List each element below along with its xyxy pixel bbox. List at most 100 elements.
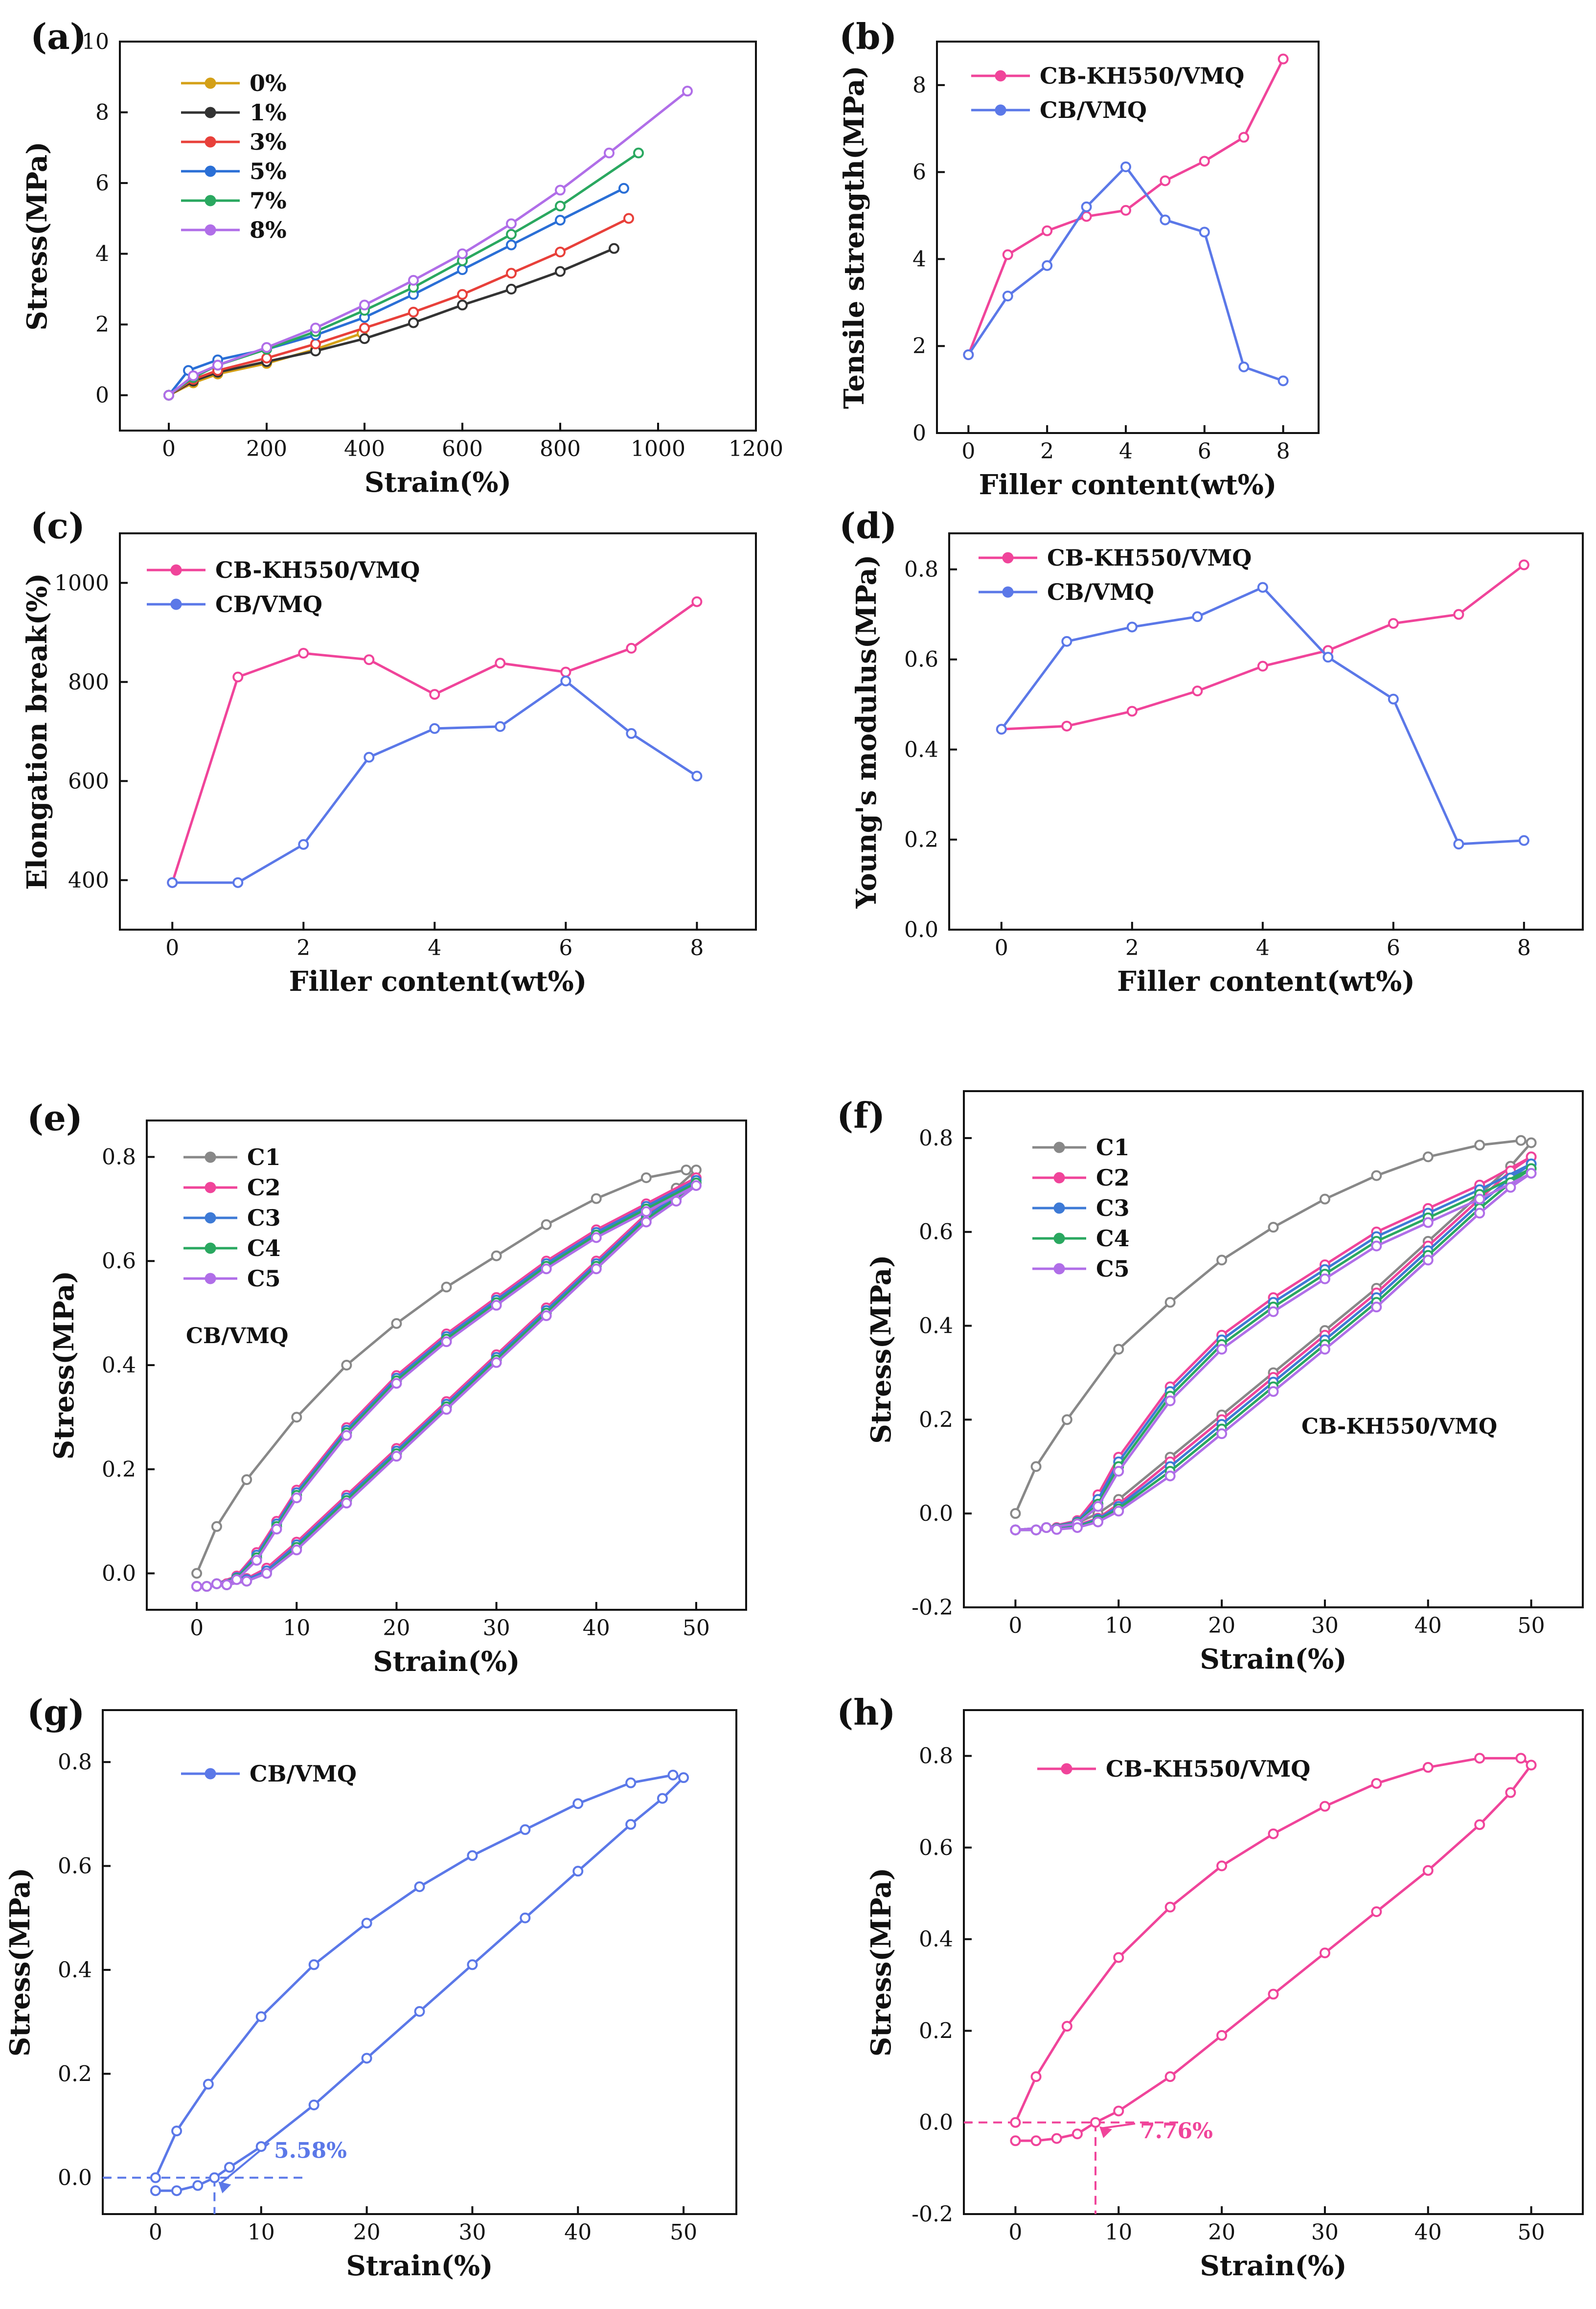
data-point [241,1474,252,1486]
data-point [1164,2071,1176,2082]
legend-label: C5 [247,1265,281,1292]
data-point [261,342,272,353]
data-point [1526,1167,1537,1179]
x-tick-label: 4 [428,936,441,960]
data-point [1051,2133,1062,2144]
plot-frame [146,1120,747,1611]
y-tick-label: 0.4 [919,1927,953,1952]
y-axis-title: Stress(MPa) [21,141,53,330]
data-point [1526,1760,1537,1771]
x-tick-label: 2 [1125,936,1139,960]
data-point [625,1777,637,1788]
legend-marker [205,1273,216,1284]
data-point [1422,1762,1434,1773]
y-tick-label: 6 [95,171,109,196]
legend-marker [205,136,216,148]
legend-label: C5 [1096,1256,1130,1282]
data-point [1277,53,1289,65]
y-tick-label: -0.2 [912,2202,953,2227]
data-point [1216,1255,1228,1266]
data-point [1388,618,1399,629]
data-point [1388,693,1399,705]
data-point [591,1263,602,1275]
y-axis-title: Stress(MPa) [865,1868,897,2057]
data-point [633,147,644,159]
series-line [168,247,615,396]
data-point [560,666,571,678]
data-point [1474,1208,1485,1219]
data-point [1081,201,1092,212]
data-point [308,2100,319,2111]
x-tick-label: 0 [149,2220,162,2245]
panel-a: (a) 0 200 400 600 800 1000 1200 0 2 4 6 8 10 Strain(%)… [21,16,783,499]
data-point [1371,1170,1382,1181]
data-point [1505,1787,1516,1798]
data-point [364,654,375,665]
panel-letter: (d) [839,505,897,547]
data-point [491,1250,502,1261]
x-tick-label: 40 [1414,1613,1442,1638]
y-tick-label: 0.2 [919,1407,953,1432]
data-point [291,1492,302,1504]
x-tick-label: 8 [1517,936,1531,960]
panel-letter: (f) [837,1095,885,1136]
data-point [541,1263,552,1275]
data-point [1453,609,1464,620]
x-tick-label: 10 [1105,1613,1132,1638]
panel-e: (e) 0 10 20 30 40 50 0.0 0.2 0.4 0.6 0.8 Strain(%) St… [27,1097,747,1678]
x-axis-title: Strain(%) [346,2250,493,2282]
y-tick-label: 0.2 [919,2018,953,2043]
data-point [1216,2030,1228,2041]
data-point [429,723,440,734]
data-point [1051,1524,1062,1535]
annotation-arrowhead [218,2181,231,2194]
legend-marker [1053,1233,1065,1244]
legend-marker [205,107,216,118]
x-tick-label: 0 [1008,2220,1022,2245]
data-point [1164,1470,1176,1482]
data-point [1319,1947,1330,1959]
series-line [171,600,698,883]
x-axis-title: Filler content(wt%) [289,965,587,998]
data-point [1002,291,1013,301]
data-point [1113,1952,1124,1963]
y-tick-label: 600 [68,769,109,794]
data-point [640,1216,652,1228]
legend-marker [1053,1142,1065,1153]
data-point [1010,1524,1021,1535]
data-point [691,771,703,782]
data-point [678,1772,689,1783]
data-point [441,1336,452,1348]
x-tick-label: 0 [1008,1613,1022,1638]
annotation-label: 7.76% [1140,2119,1213,2144]
data-point [341,1497,352,1509]
legend-label: C4 [1096,1225,1130,1252]
data-point [495,658,506,669]
data-point [241,1576,252,1587]
data-point [224,2162,235,2173]
data-point [1371,1778,1382,1789]
data-point [1319,1273,1330,1284]
data-point [996,724,1007,735]
x-tick-label: 50 [670,2220,697,2245]
data-point [1061,720,1072,732]
data-point [1505,1182,1516,1193]
data-point [1030,1461,1042,1472]
data-point [1238,361,1250,372]
plot-frame [119,532,757,931]
data-point [609,243,619,254]
data-point [467,1959,478,1970]
data-point [1474,1140,1485,1151]
data-point [520,1912,531,1923]
data-point [359,333,370,344]
data-point [467,1850,478,1861]
legend-marker [205,1151,216,1163]
data-point [291,1412,302,1423]
data-point [1164,1297,1176,1308]
x-tick-label: 20 [353,2220,381,2245]
y-tick-label: 0.4 [904,737,938,762]
data-point [1268,1222,1279,1233]
data-point [1319,1193,1330,1205]
data-point [1422,1217,1434,1228]
data-point [231,1574,242,1585]
